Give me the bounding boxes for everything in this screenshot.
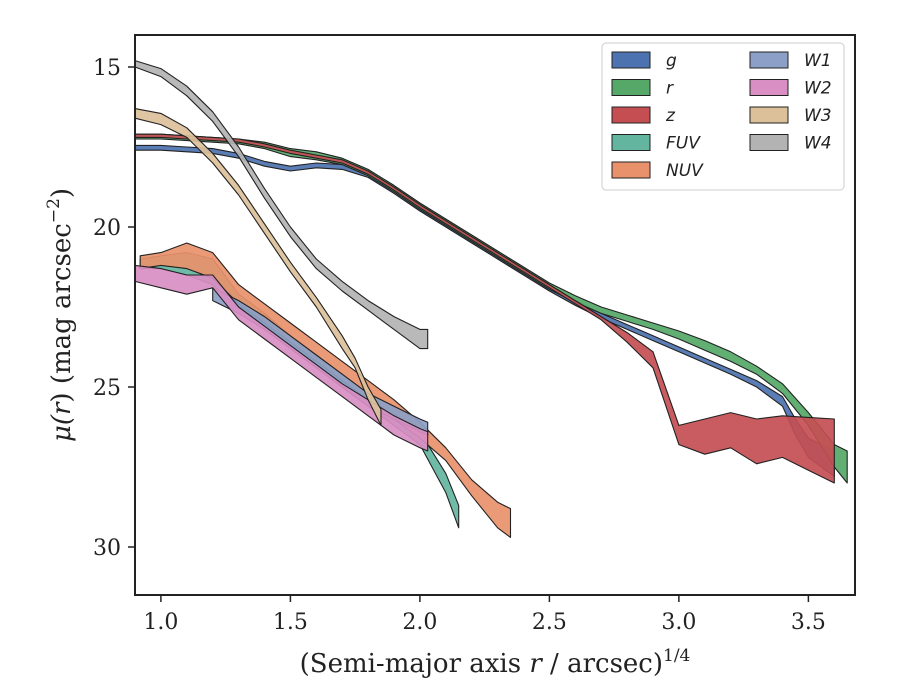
band-z	[134, 133, 835, 484]
y-tick-label: 15	[93, 56, 121, 81]
x-tick-label: 2.5	[532, 610, 567, 635]
y-axis-ticks: 15 20 25 30	[93, 56, 135, 561]
legend-swatch-r	[611, 79, 651, 96]
legend-label-r: r	[666, 79, 674, 99]
legend-label-fuv: FUV	[666, 134, 701, 154]
legend-label-w4: W4	[804, 134, 832, 154]
x-axis-ticks: 1.0 1.5 2.0 2.5 3.0 3.5	[143, 595, 826, 635]
plot-frame	[134, 34, 856, 596]
legend-label-z: z	[665, 106, 676, 126]
x-tick-label: 3.0	[661, 610, 696, 635]
y-tick-label: 20	[93, 216, 121, 241]
legend-label-nuv: NUV	[666, 161, 704, 181]
legend-swatch-w3	[749, 106, 789, 124]
legend-swatch-fuv	[611, 134, 651, 151]
band-w2	[134, 264, 429, 452]
x-axis-title: (Semi-major axis r / arcsec)1/4	[300, 646, 691, 679]
x-tick-label: 3.5	[791, 610, 826, 635]
y-tick-label: 30	[93, 536, 121, 561]
legend-label-g: g	[666, 51, 677, 71]
legend-label-w1: W1	[804, 51, 832, 71]
band-r	[134, 133, 848, 484]
legend-swatch-g	[611, 51, 651, 69]
legend-label-w2: W2	[804, 79, 832, 99]
legend-label-w3: W3	[804, 106, 832, 126]
x-tick-label: 1.0	[143, 610, 178, 635]
x-tick-label: 1.5	[273, 610, 308, 635]
legend-swatch-w4	[749, 134, 789, 151]
legend-swatch-nuv	[611, 161, 651, 179]
legend-swatch-z	[611, 106, 651, 124]
legend: grz FUV NUV W1 W2 W3 W4	[601, 42, 845, 191]
band-w3	[134, 108, 382, 426]
legend-swatch-w1	[749, 51, 789, 69]
y-tick-label: 25	[93, 376, 121, 401]
band-w4	[134, 60, 429, 350]
x-tick-label: 2.0	[402, 610, 437, 635]
legend-swatch-w2	[749, 79, 789, 96]
profile-bands	[134, 60, 848, 538]
y-axis-title: μ(r) (mag arcsec−2)	[44, 188, 77, 442]
